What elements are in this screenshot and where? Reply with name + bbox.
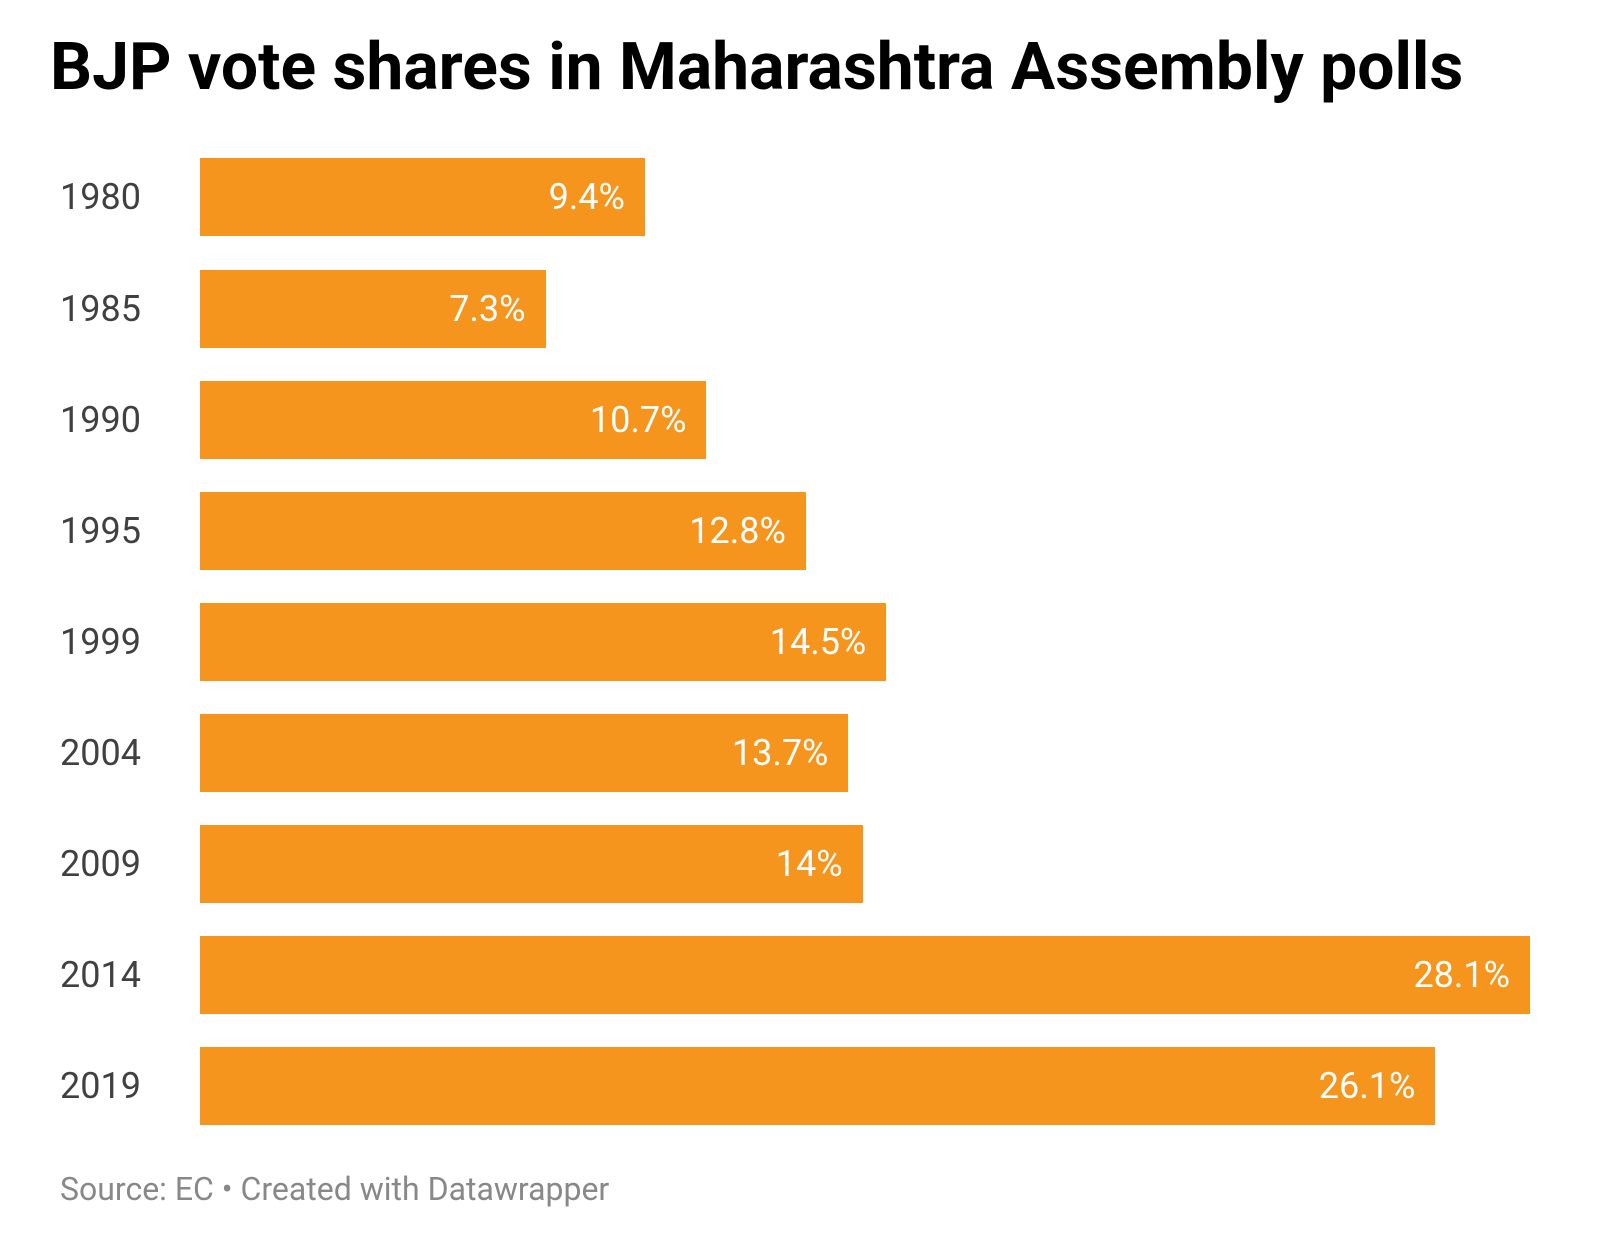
bar-track: 12.8% [200, 492, 1530, 570]
source-line: Source: EC • Created with Datawrapper [50, 1170, 1550, 1208]
chart-title: BJP vote shares in Maharashtra Assembly … [50, 30, 1550, 106]
bar-row: 2014 28.1% [60, 936, 1530, 1014]
bars-area: 1980 9.4% 1985 7.3% 1990 10.7% 1995 12.8% 1999 14… [50, 154, 1550, 1130]
bar-value-label: 14% [776, 843, 843, 885]
bar-category-label: 1985 [60, 288, 200, 330]
bar-category-label: 2004 [60, 732, 200, 774]
bar-row: 1990 10.7% [60, 381, 1530, 459]
bar-row: 1980 9.4% [60, 158, 1530, 236]
bar-row: 2004 13.7% [60, 714, 1530, 792]
bar-track: 10.7% [200, 381, 1530, 459]
bar-row: 2019 26.1% [60, 1047, 1530, 1125]
bar-fill: 7.3% [200, 270, 546, 348]
bar-value-label: 12.8% [689, 510, 786, 552]
bar-category-label: 1999 [60, 621, 200, 663]
bar-category-label: 1990 [60, 399, 200, 441]
bar-category-label: 1995 [60, 510, 200, 552]
bar-row: 1999 14.5% [60, 603, 1530, 681]
bar-track: 9.4% [200, 158, 1530, 236]
bar-track: 7.3% [200, 270, 1530, 348]
bar-row: 1995 12.8% [60, 492, 1530, 570]
bar-track: 14.5% [200, 603, 1530, 681]
bar-fill: 12.8% [200, 492, 806, 570]
bar-value-label: 26.1% [1319, 1065, 1416, 1107]
bar-track: 13.7% [200, 714, 1530, 792]
bar-value-label: 28.1% [1413, 954, 1510, 996]
bar-value-label: 13.7% [732, 732, 829, 774]
bar-category-label: 2009 [60, 843, 200, 885]
bar-fill: 26.1% [200, 1047, 1435, 1125]
bar-value-label: 10.7% [590, 399, 687, 441]
bar-row: 1985 7.3% [60, 270, 1530, 348]
bar-fill: 28.1% [200, 936, 1530, 1014]
chart-container: BJP vote shares in Maharashtra Assembly … [50, 30, 1550, 1208]
bar-row: 2009 14% [60, 825, 1530, 903]
bar-category-label: 2019 [60, 1065, 200, 1107]
bar-track: 28.1% [200, 936, 1530, 1014]
bar-value-label: 7.3% [449, 288, 525, 330]
bar-track: 26.1% [200, 1047, 1530, 1125]
bar-fill: 14.5% [200, 603, 886, 681]
bar-fill: 14% [200, 825, 863, 903]
bar-value-label: 9.4% [549, 176, 625, 218]
bar-fill: 10.7% [200, 381, 706, 459]
bar-track: 14% [200, 825, 1530, 903]
bar-value-label: 14.5% [770, 621, 867, 663]
bar-fill: 13.7% [200, 714, 848, 792]
bar-category-label: 1980 [60, 176, 200, 218]
bar-fill: 9.4% [200, 158, 645, 236]
bar-category-label: 2014 [60, 954, 200, 996]
